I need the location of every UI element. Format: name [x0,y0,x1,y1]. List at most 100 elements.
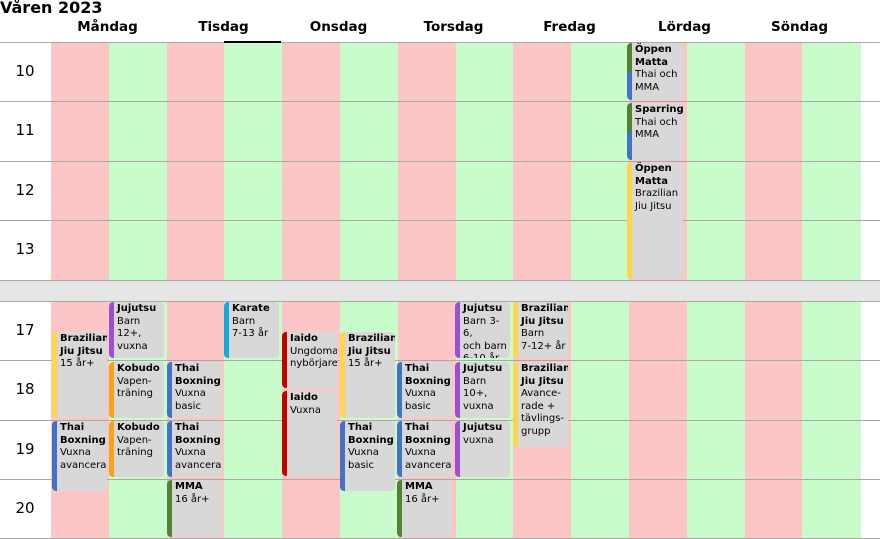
event-title: Kobudo [117,422,160,433]
event-title: Brazilian Jiu Jitsu [521,363,568,387]
event-color-bar [52,421,57,491]
time-gap-separator [0,281,880,301]
event-jujutsu-mon[interactable]: Jujutsu Barn 12+, vuxna [109,302,164,358]
event-kobudo-mon-18[interactable]: Kobudo Vapen- träning [109,362,164,418]
event-color-bar [627,103,632,160]
day-header-fri: Fredag [543,19,596,35]
event-color-bar [397,480,402,537]
event-title: Brazilian Jiu Jitsu [60,333,107,357]
event-title: Kobudo [117,363,160,374]
event-jujutsu-thu-19[interactable]: Jujutsu vuxna [455,421,510,477]
event-color-bar [340,332,345,418]
event-iaido-ung[interactable]: IaidoUngdomar nybörjare [282,332,337,388]
event-color-bar [513,362,518,447]
day-header-sun: Söndag [770,19,829,35]
hour-label-20: 20 [15,498,35,517]
event-title: Thai Boxning [60,422,106,446]
hour-label-17: 17 [15,320,35,339]
event-subtitle: 16 år+ [405,493,440,505]
event-color-bar [282,332,287,388]
event-subtitle: Barn 3-6, och barn 6-10 år [463,315,507,359]
event-color-bar [109,421,114,477]
event-subtitle: Vapen- träning [117,375,153,400]
event-title: Thai Boxning [175,422,221,446]
event-sparring[interactable]: Sparring Thai och MMA [627,103,683,160]
hour-line [0,301,880,302]
event-kobudo-mon-19[interactable]: Kobudo Vapen- träning [109,421,164,477]
event-color-bar [455,421,460,477]
event-color-bar [397,421,402,477]
event-bjj-wed[interactable]: Brazilian Jiu Jitsu 15 år+ [340,332,395,418]
event-subtitle: Barn 7-13 år [232,315,269,340]
day-header-tue: Tisdag [198,19,249,35]
event-title: MMA [405,481,433,492]
event-subtitle: Thai och MMA [635,116,678,141]
day-header-sat: Lördag [658,19,711,35]
hour-label-19: 19 [15,439,35,458]
event-subtitle: Ungdomar nybörjare [290,345,337,370]
hour-line [0,161,880,162]
event-subtitle: Avance- rade + tävlings- grupp [521,388,565,437]
event-title: Jujutsu [463,422,503,433]
event-color-bar [52,332,57,418]
event-title: Jujutsu [463,363,503,374]
event-color-bar [513,302,518,358]
event-subtitle: Barn 10+, vuxna [463,375,494,412]
event-title: Karate [232,303,270,314]
event-oppen-matta-bjj[interactable]: Öppen Matta Brazilian Jiu Jitsu [627,162,683,279]
event-karate[interactable]: Karate Barn 7-13 år [224,302,279,358]
event-mma-thu[interactable]: MMA 16 år+ [397,480,452,537]
page-title: Våren 2023 [0,0,103,17]
event-bjj-fri-adv[interactable]: Brazilian Jiu Jitsu Avance- rade + tävlin… [513,362,568,447]
event-subtitle: Vapen- träning [117,434,153,459]
event-color-bar [455,362,460,418]
event-thai-wed[interactable]: Thai Boxning Vuxna basic [340,421,395,491]
event-color-bar [282,391,287,476]
event-color-bar [109,362,114,418]
hour-line [0,42,880,43]
event-subtitle: Vuxna avancerad [405,447,452,471]
event-mma-tue[interactable]: MMA 16 år+ [167,480,222,537]
hour-label-18: 18 [15,379,35,398]
event-title: Brazilian Jiu Jitsu [521,303,568,327]
event-subtitle: Vuxna avancerad [175,447,222,471]
event-oppen-matta-thai[interactable]: Öppen Matta Thai och MMA [627,43,683,100]
event-thai-tue-18[interactable]: Thai Boxning Vuxna basic [167,362,222,418]
event-subtitle: vuxna [463,434,494,446]
event-color-bar [224,302,229,358]
event-title: MMA [175,481,203,492]
event-title: Brazilian Jiu Jitsu [348,333,395,357]
event-title: Thai Boxning [405,422,451,446]
event-thai-thu-18[interactable]: Thai Boxning Vuxna basic [397,362,452,418]
hour-label-11: 11 [15,120,35,139]
hour-line [0,420,880,421]
event-title: Iaido [290,333,318,344]
event-subtitle: Barn 7-12+ år [521,328,566,352]
event-title: Öppen Matta [635,44,672,68]
event-bjj-fri-barn[interactable]: Brazilian Jiu Jitsu Barn 7-12+ år [513,302,568,358]
event-iaido-vux[interactable]: Iaido Vuxna [282,391,337,476]
event-subtitle: Vuxna basic [348,447,379,471]
hour-line [0,360,880,361]
event-color-bar [167,480,172,537]
hour-line [0,479,880,480]
tuesday-underline [224,41,281,43]
event-color-bar [167,362,172,418]
event-subtitle: 16 år+ [175,493,210,505]
event-subtitle: Barn 12+, vuxna [117,315,148,352]
event-title: Öppen Matta [635,163,672,187]
event-jujutsu-thu-18[interactable]: Jujutsu Barn 10+, vuxna [455,362,510,418]
event-bjj-mon[interactable]: Brazilian Jiu Jitsu 15 år+ [52,332,107,418]
day-header-wed: Onsdag [309,19,368,35]
event-color-bar [340,421,345,491]
event-color-bar [109,302,114,358]
event-title: Thai Boxning [175,363,221,387]
event-subtitle: Brazilian Jiu Jitsu [635,188,679,212]
event-color-bar [397,362,402,418]
hour-line [0,101,880,102]
